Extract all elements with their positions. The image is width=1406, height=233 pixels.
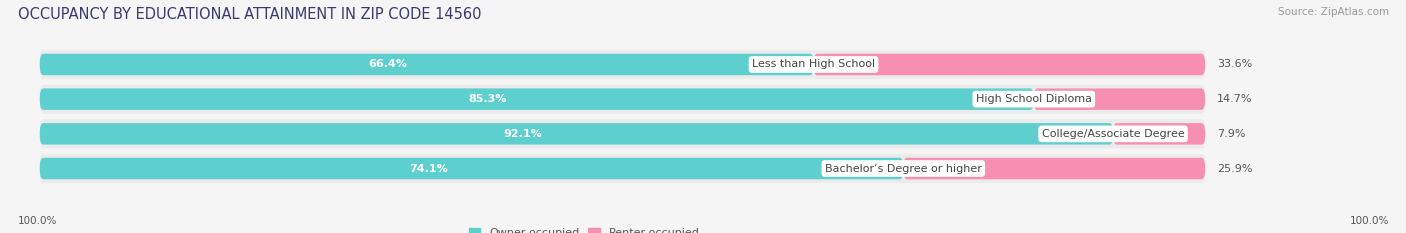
Text: Less than High School: Less than High School bbox=[752, 59, 875, 69]
FancyBboxPatch shape bbox=[39, 119, 1205, 148]
FancyBboxPatch shape bbox=[39, 54, 814, 75]
Text: 85.3%: 85.3% bbox=[468, 94, 506, 104]
FancyBboxPatch shape bbox=[39, 50, 1205, 79]
FancyBboxPatch shape bbox=[39, 154, 1205, 183]
Text: 25.9%: 25.9% bbox=[1216, 164, 1253, 174]
FancyBboxPatch shape bbox=[39, 85, 1205, 114]
Text: 14.7%: 14.7% bbox=[1216, 94, 1253, 104]
Text: OCCUPANCY BY EDUCATIONAL ATTAINMENT IN ZIP CODE 14560: OCCUPANCY BY EDUCATIONAL ATTAINMENT IN Z… bbox=[18, 7, 482, 22]
FancyBboxPatch shape bbox=[39, 158, 903, 179]
Text: 100.0%: 100.0% bbox=[1350, 216, 1389, 226]
Text: High School Diploma: High School Diploma bbox=[976, 94, 1092, 104]
FancyBboxPatch shape bbox=[39, 88, 1033, 110]
Text: 66.4%: 66.4% bbox=[368, 59, 408, 69]
FancyBboxPatch shape bbox=[814, 54, 1205, 75]
Text: 100.0%: 100.0% bbox=[18, 216, 58, 226]
Text: Source: ZipAtlas.com: Source: ZipAtlas.com bbox=[1278, 7, 1389, 17]
FancyBboxPatch shape bbox=[1114, 123, 1205, 145]
Legend: Owner-occupied, Renter-occupied: Owner-occupied, Renter-occupied bbox=[465, 223, 704, 233]
FancyBboxPatch shape bbox=[39, 123, 1114, 145]
Text: Bachelor’s Degree or higher: Bachelor’s Degree or higher bbox=[825, 164, 981, 174]
Text: College/Associate Degree: College/Associate Degree bbox=[1042, 129, 1184, 139]
FancyBboxPatch shape bbox=[903, 158, 1205, 179]
Text: 74.1%: 74.1% bbox=[409, 164, 447, 174]
FancyBboxPatch shape bbox=[1033, 88, 1205, 110]
Text: 33.6%: 33.6% bbox=[1216, 59, 1251, 69]
Text: 92.1%: 92.1% bbox=[503, 129, 543, 139]
Text: 7.9%: 7.9% bbox=[1216, 129, 1246, 139]
